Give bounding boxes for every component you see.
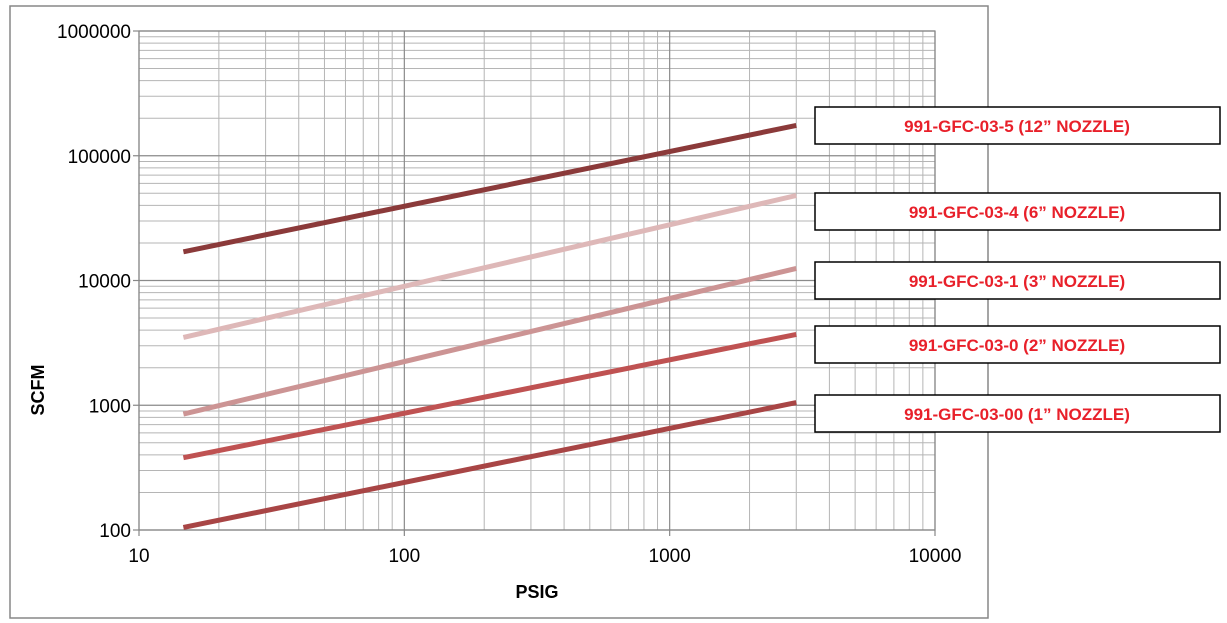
legend-box [814, 325, 1221, 364]
x-tick-label: 10 [128, 546, 149, 567]
y-tick-labels: 100 1000 10000 100000 1000000 [57, 22, 139, 542]
y-tick-label: 100000 [68, 147, 131, 168]
y-tick-label: 100 [99, 521, 131, 542]
x-tick-label: 1000 [649, 546, 691, 567]
legend-label: 991-GFC-03-00 (1” NOZZLE) [904, 405, 1130, 424]
legend-label: 991-GFC-03-4 (6” NOZZLE) [909, 203, 1125, 222]
series-line [182, 193, 797, 340]
legend-label: 991-GFC-03-5 (12” NOZZLE) [904, 117, 1130, 136]
y-tick-label: 1000000 [57, 22, 131, 43]
series-line [182, 400, 797, 530]
legend-box [814, 192, 1221, 231]
legend-box [814, 394, 1221, 433]
series-lines [182, 122, 797, 530]
series-line [182, 265, 797, 417]
legend-box [814, 261, 1221, 300]
x-tick-label: 10000 [909, 546, 962, 567]
legend-box [814, 106, 1221, 145]
series-line [182, 122, 797, 255]
legend-label: 991-GFC-03-1 (3” NOZZLE) [909, 272, 1125, 291]
series-line [182, 331, 797, 461]
x-axis-title: PSIG [515, 582, 558, 602]
legend-label: 991-GFC-03-0 (2” NOZZLE) [909, 336, 1125, 355]
x-tick-label: 100 [388, 546, 420, 567]
x-tick-labels: 10 100 1000 10000 [128, 530, 961, 567]
y-tick-label: 10000 [78, 272, 131, 293]
y-tick-label: 1000 [89, 396, 131, 417]
y-axis-title: SCFM [28, 365, 48, 416]
legend: 991-GFC-03-5 (12” NOZZLE) 991-GFC-03-4 (6… [814, 106, 1221, 433]
chart-area-border [9, 5, 989, 619]
